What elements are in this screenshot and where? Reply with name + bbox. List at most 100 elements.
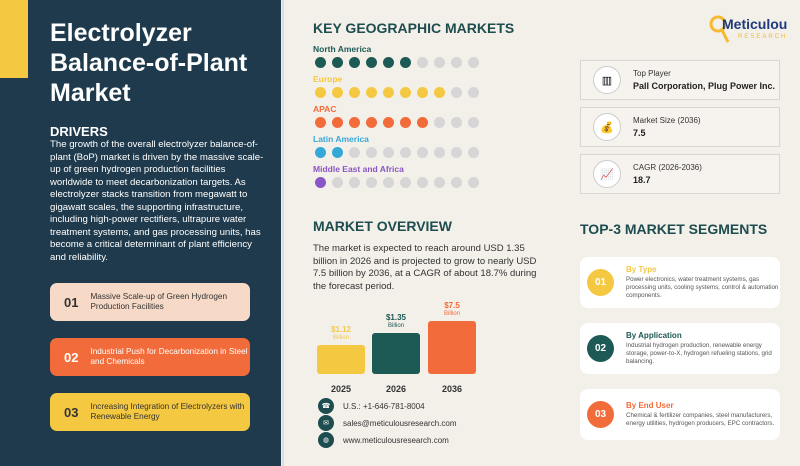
driver-number: 03 [64,404,79,420]
rating-dot [366,147,377,158]
driver-card: 02 Industrial Push for Decarbonization in… [50,338,250,376]
rating-dot [468,147,479,158]
logo: Meticulous RESEARCH [708,12,795,48]
rating-dot [332,57,343,68]
bar-value: $7.5 [444,301,460,310]
rating-dot [434,57,445,68]
rating-dot [434,87,445,98]
bar-label: $7.5 Billion [428,302,476,318]
rating-dot [451,147,462,158]
contact-item[interactable]: ✉ sales@meticulousresearch.com [318,415,457,431]
kpi-card: 💰 Market Size (2036) 7.5 [580,107,780,147]
accent-block [0,0,28,78]
bar-unit: Billion [443,311,460,317]
driver-card: 01 Massive Scale-up of Green Hydrogen Pro… [50,283,250,321]
rating-dot [315,177,326,188]
rating-dot [417,57,428,68]
bar-unit: Billion [387,323,404,329]
kpi-card: ▥ Top Player Pall Corporation, Plug Power … [580,60,780,100]
contact-item[interactable]: ◍ www.meticulousresearch.com [318,432,449,448]
contact-text[interactable]: U.S.: +1-646-781-8004 [343,401,425,411]
segments-heading: TOP-3 MARKET SEGMENTS [580,221,768,237]
segment-desc: Industrial hydrogen production, renewabl… [626,342,772,365]
rating-dot [332,147,343,158]
globe-icon: ◍ [318,432,334,448]
region-rating [315,57,479,68]
rating-dot [332,117,343,128]
region-rating [315,117,479,128]
rating-dot [468,87,479,98]
bar-value: $1.12 [330,325,352,334]
contact-item[interactable]: ☎ U.S.: +1-646-781-8004 [318,398,425,414]
drivers-heading: DRIVERS [50,124,108,139]
bar-2025 [317,345,365,374]
year-label: 2036 [441,384,463,394]
drivers-text: The growth of the overall electrolyzer b… [50,139,264,263]
rating-dot [434,147,445,158]
rating-dot [417,117,428,128]
bar-unit: Billion [332,335,349,341]
rating-dot [315,147,326,158]
rating-dot [434,177,445,188]
rating-dot [366,87,377,98]
region-label: Latin America [313,134,369,144]
year-label: 2026 [385,384,407,394]
region-label: Europe [313,74,343,84]
segment-title: By Application [626,331,682,340]
rating-dot [315,57,326,68]
rating-dot [366,117,377,128]
segment-title: By End User [626,401,674,410]
rating-dot [315,87,326,98]
email-icon: ✉ [318,415,334,431]
segment-desc: Chemical & fertilizer companies, steel m… [626,412,775,427]
rating-dot [349,87,360,98]
page-title: Electrolyzer Balance-of-Plant Market [50,19,248,107]
kpi-label: CAGR (2026-2036) [633,163,702,172]
left-panel: Electrolyzer Balance-of-Plant Market DRI… [0,0,281,466]
phone-icon: ☎ [318,398,334,414]
kpi-value: 18.7 [633,175,651,185]
kpi-card: 📈 CAGR (2026-2036) 18.7 [580,154,780,194]
segment-card: 03 By End User Chemical & fertilizer compa… [580,389,780,440]
rating-dot [383,177,394,188]
driver-number: 02 [64,349,79,365]
kpi-label: Market Size (2036) [633,116,701,125]
rating-dot [434,117,445,128]
region-label: APAC [313,104,337,114]
rating-dot [383,117,394,128]
rating-dot [417,147,428,158]
rating-dot [332,87,343,98]
segment-card: 01 By Type Power electronics, water treatm… [580,257,780,308]
kpi-label: Top Player [633,69,671,78]
money-bag-icon: 💰 [593,113,621,141]
kpi-value: Pall Corporation, Plug Power Inc. [633,81,776,91]
region-rating [315,177,479,188]
rating-dot [451,87,462,98]
segment-title: By Type [626,265,657,274]
segment-number: 01 [587,269,614,296]
rating-dot [417,177,428,188]
bar-2026 [372,333,420,374]
region-label: North America [313,44,372,54]
rating-dot [451,177,462,188]
region-label: Middle East and Africa [313,164,404,174]
svg-text:RESEARCH: RESEARCH [738,34,787,40]
rating-dot [451,117,462,128]
rating-dot [400,57,411,68]
rating-dot [468,177,479,188]
rating-dot [451,57,462,68]
bar-2036 [428,321,476,374]
rating-dot [417,87,428,98]
bar-value: $1.35 [385,313,407,322]
segment-card: 02 By Application Industrial hydrogen prod… [580,323,780,374]
segment-number: 02 [587,335,614,362]
rating-dot [468,117,479,128]
contact-text[interactable]: sales@meticulousresearch.com [343,418,457,428]
driver-text: Increasing Integration of Electrolyzers … [90,402,245,421]
driver-text: Massive Scale-up of Green Hydrogen Produ… [90,292,227,311]
rating-dot [349,177,360,188]
rating-dot [383,147,394,158]
contact-text[interactable]: www.meticulousresearch.com [343,435,449,445]
bar-label: $1.35 Billion [372,314,420,330]
rating-dot [349,147,360,158]
